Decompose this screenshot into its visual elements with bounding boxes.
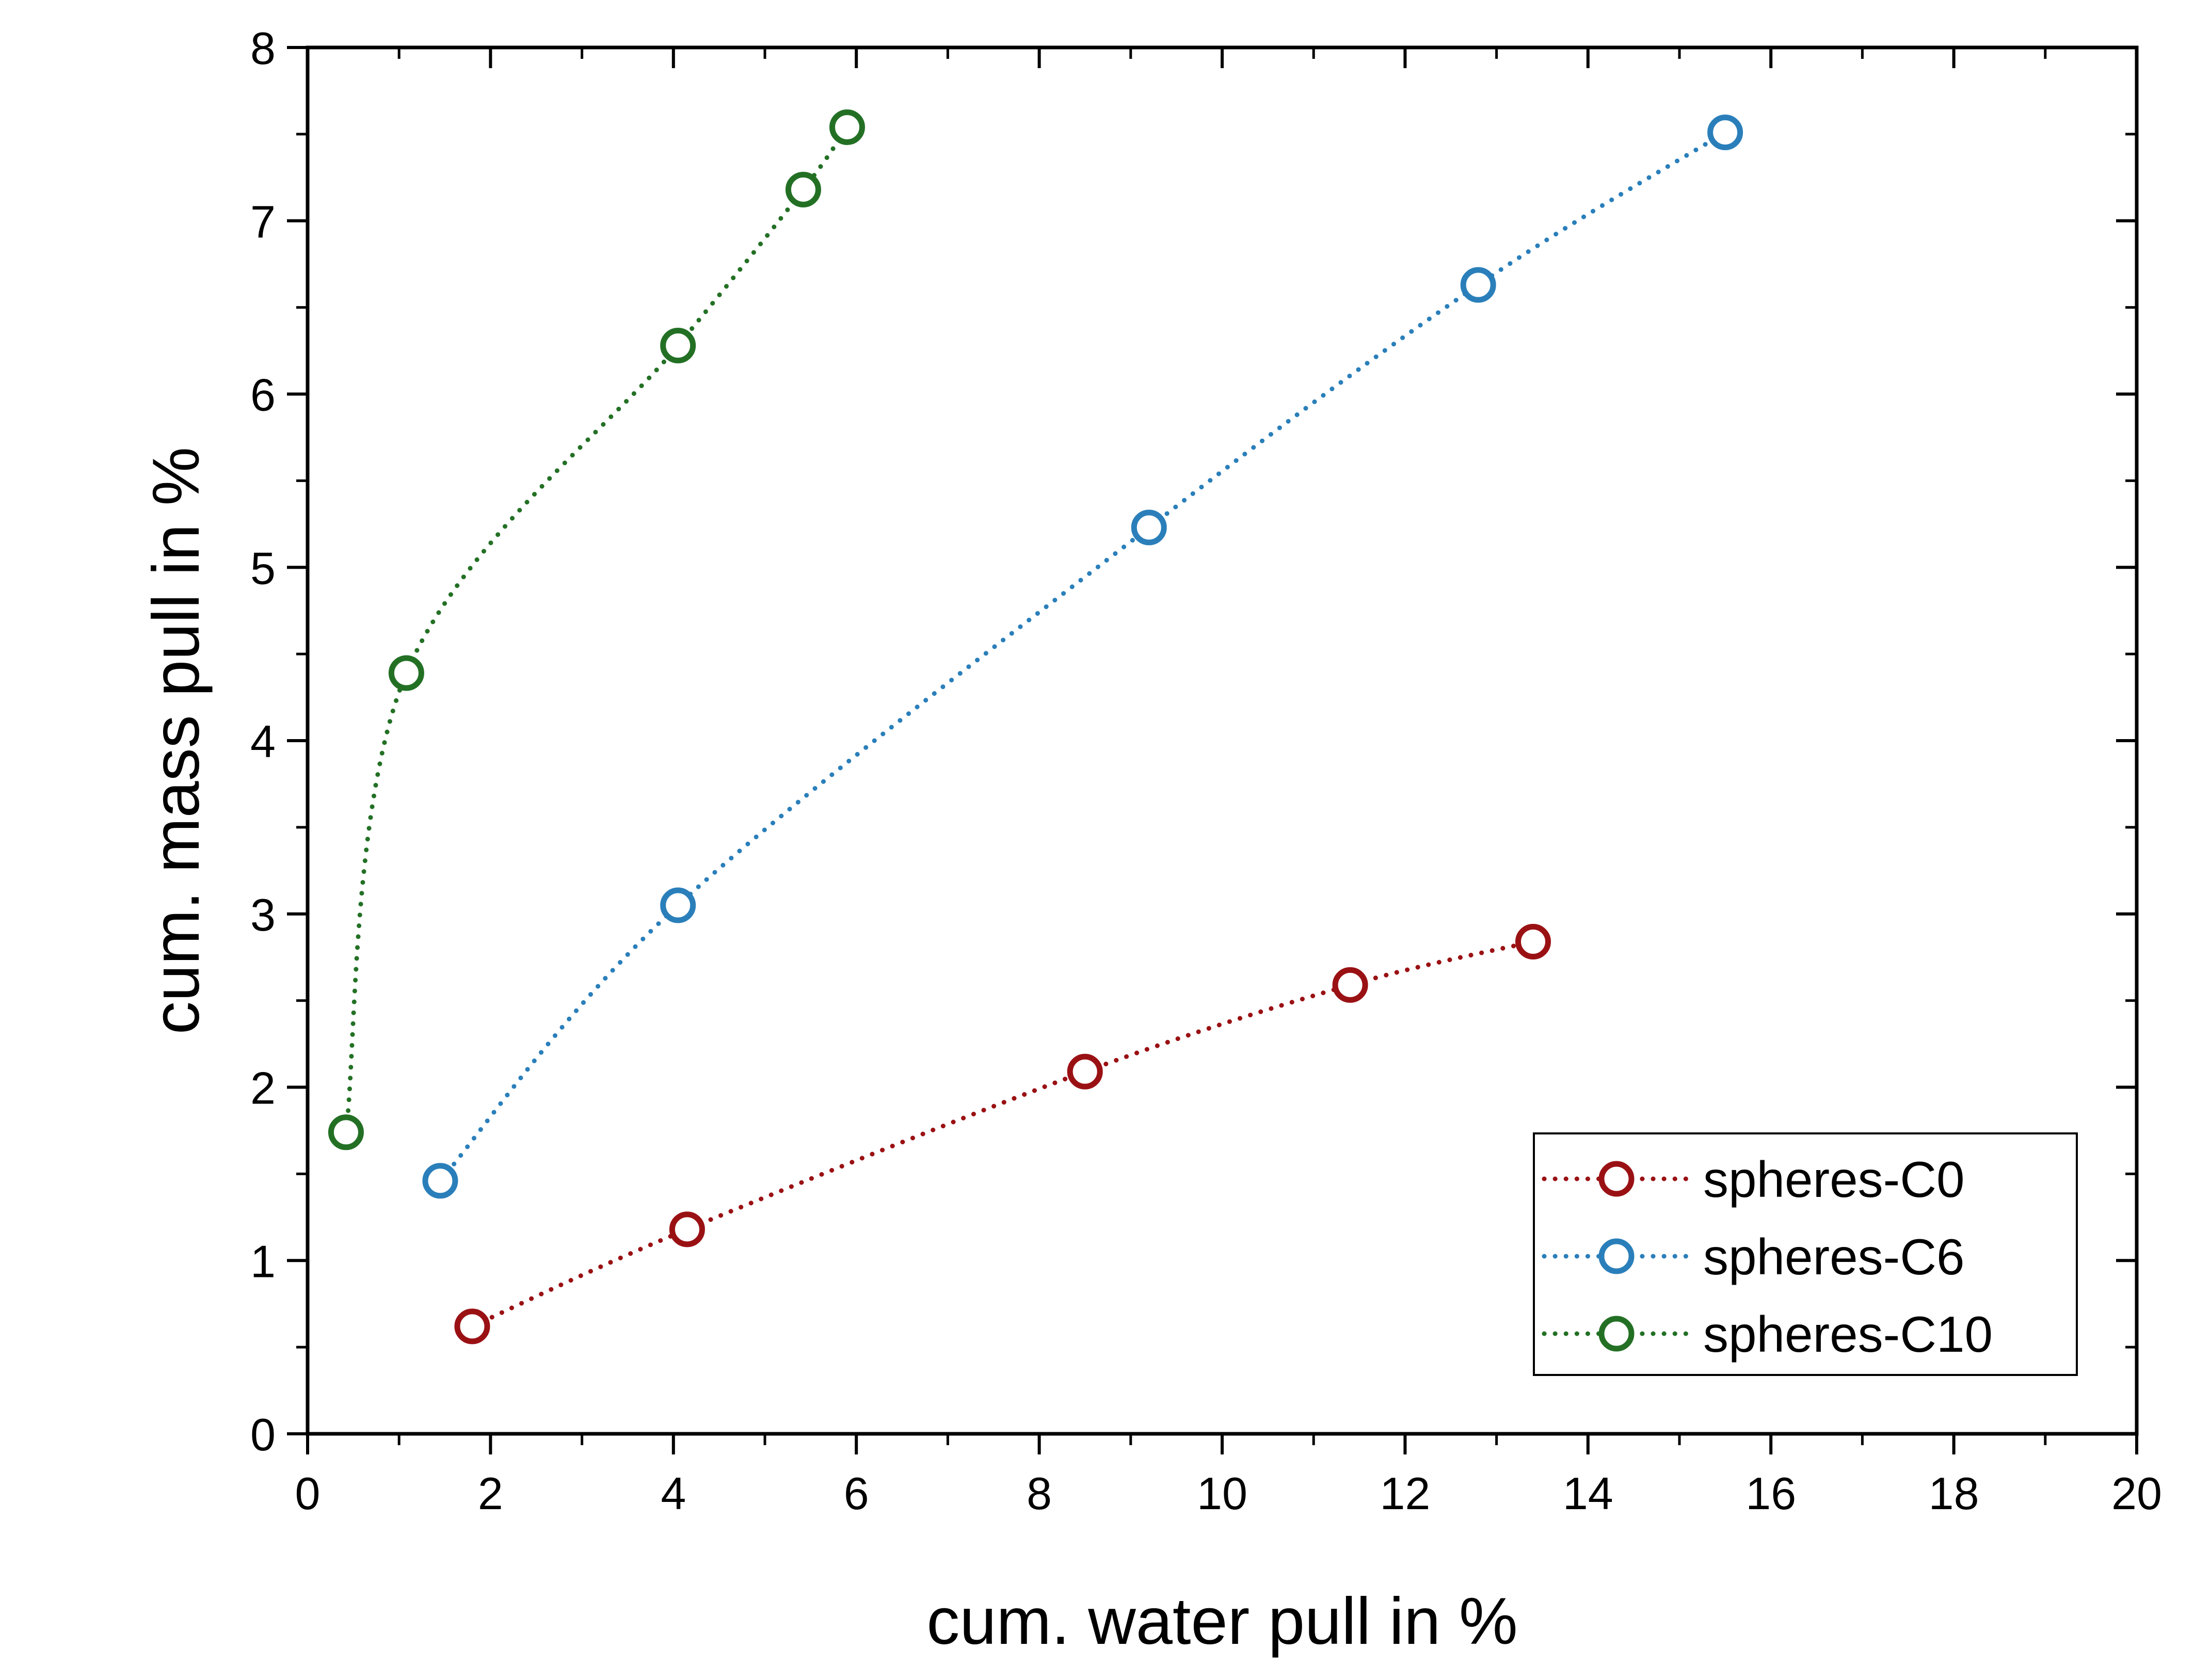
legend-label-1: spheres-C6 <box>1703 1228 1965 1285</box>
data-point <box>328 1114 364 1150</box>
x-tick-label: 18 <box>1929 1468 1979 1519</box>
y-tick-label: 2 <box>250 1063 276 1114</box>
y-tick-label: 3 <box>250 889 276 940</box>
y-tick-label: 6 <box>250 370 276 421</box>
series-lines <box>343 124 1728 1329</box>
legend: spheres-C0 spheres-C6 spheres-C10 <box>1533 1132 2078 1376</box>
x-tick-label: 8 <box>1027 1468 1052 1519</box>
series-markers <box>328 109 1743 1345</box>
x-tick-label: 20 <box>2111 1468 2162 1519</box>
legend-marker-2 <box>1598 1316 1635 1352</box>
series-line-1 <box>438 130 1728 1183</box>
y-tick-label: 5 <box>250 542 276 594</box>
y-tick-label: 7 <box>250 196 276 247</box>
x-tick-label: 0 <box>295 1468 321 1519</box>
data-point <box>660 327 696 363</box>
data-point <box>1067 1053 1103 1090</box>
y-tick-label: 8 <box>250 23 276 74</box>
data-point <box>660 887 696 923</box>
x-tick-label: 16 <box>1745 1468 1796 1519</box>
y-axis: 0 1 2 3 4 5 6 7 8 <box>250 23 2137 1460</box>
y-axis-title: cum. mass pull in % <box>139 447 213 1034</box>
series-line-0 <box>470 939 1535 1329</box>
y-tick-label: 4 <box>250 716 276 767</box>
x-tick-label: 4 <box>661 1468 686 1519</box>
x-tick-label: 2 <box>478 1468 503 1519</box>
x-axis-title: cum. water pull in % <box>926 1585 1517 1658</box>
data-point <box>1460 267 1496 303</box>
data-point <box>1332 967 1368 1003</box>
x-tick-label: 10 <box>1197 1468 1247 1519</box>
x-tick-label: 14 <box>1563 1468 1613 1519</box>
y-tick-label: 0 <box>250 1409 276 1460</box>
data-point <box>1515 923 1551 959</box>
data-point <box>829 109 865 145</box>
series-line-2 <box>343 124 850 1135</box>
y-tick-label: 1 <box>250 1236 276 1287</box>
data-point <box>669 1211 705 1247</box>
legend-label-2: spheres-C10 <box>1703 1306 1993 1363</box>
legend-label-0: spheres-C0 <box>1703 1151 1965 1208</box>
data-point <box>785 171 821 207</box>
data-point <box>388 655 424 691</box>
x-tick-label: 6 <box>844 1468 869 1519</box>
legend-marker-1 <box>1598 1238 1635 1274</box>
legend-marker-0 <box>1598 1161 1635 1197</box>
data-point <box>422 1163 458 1199</box>
data-point <box>454 1308 490 1345</box>
x-tick-label: 12 <box>1380 1468 1430 1519</box>
data-point <box>1131 509 1167 546</box>
data-point <box>1707 115 1743 151</box>
x-axis: 0 2 4 6 8 10 12 14 16 18 20 <box>295 47 2162 1519</box>
